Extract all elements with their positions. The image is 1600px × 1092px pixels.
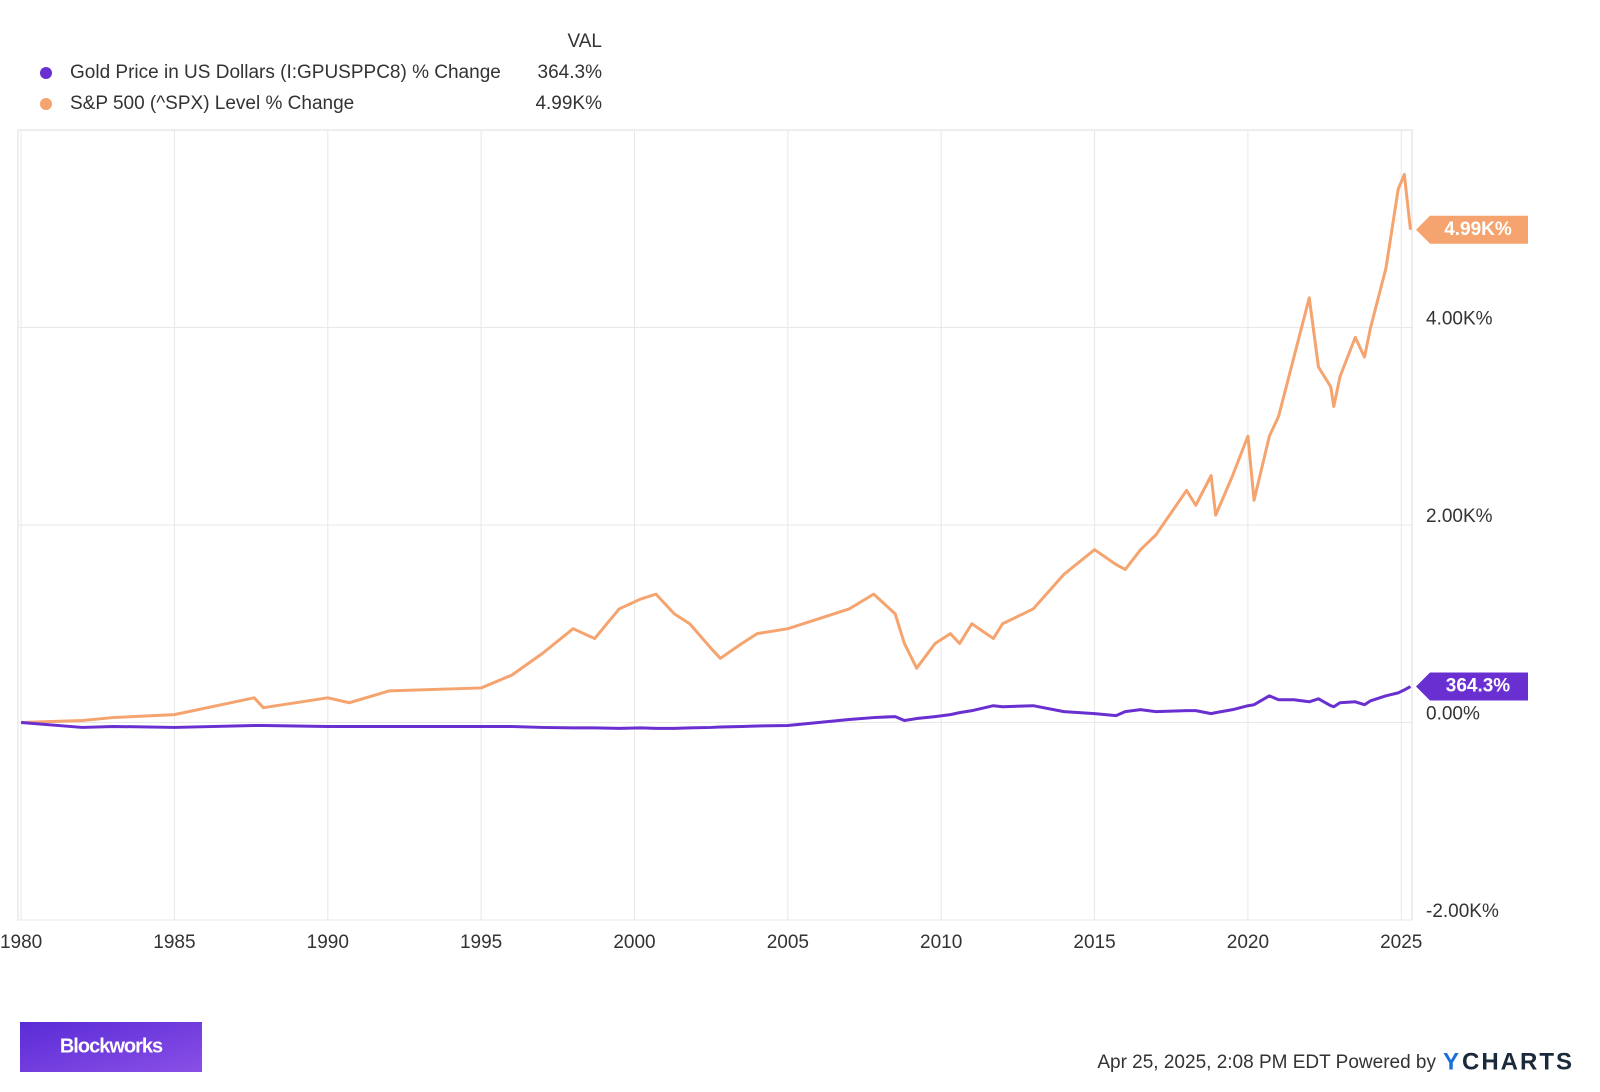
legend-marker [40,98,52,110]
footer: Apr 25, 2025, 2:08 PM EDT Powered by [1097,1052,1436,1073]
logo-rest: CHARTS [1462,1048,1574,1075]
x-tick-label: 1985 [153,932,195,953]
brand-logo: Blockworks [60,1035,163,1057]
end-tag [1416,215,1528,244]
x-tick-label: 2020 [1227,932,1269,953]
y-tick-label: 2.00K% [1426,506,1493,527]
legend-value: 4.99K% [535,93,602,114]
series-line [20,685,1412,730]
y-tick-label: -2.00K% [1426,901,1499,922]
x-tick-label: 1980 [0,932,42,953]
x-tick-label: 1995 [460,932,502,953]
end-tag [1416,672,1528,701]
end-tag-label: 4.99K% [1444,219,1512,240]
x-tick-label: 2005 [767,932,809,953]
logo-y: Y [1443,1048,1459,1075]
legend-marker [40,67,52,79]
legend-label: S&P 500 (^SPX) Level % Change [70,93,354,114]
series-line [21,172,1412,724]
x-tick-label: 1990 [307,932,349,953]
x-tick-label: 2000 [613,932,655,953]
x-tick-label: 2025 [1380,932,1422,953]
x-tick-label: 2010 [920,932,962,953]
brand-badge [20,1022,202,1072]
end-tag-label: 364.3% [1446,676,1511,697]
legend-label: Gold Price in US Dollars (I:GPUSPPC8) % … [70,62,501,83]
y-tick-label: 0.00% [1426,704,1480,725]
x-tick-label: 2015 [1073,932,1115,953]
y-tick-label: 4.00K% [1426,309,1493,330]
legend-value: 364.3% [538,62,603,83]
legend-header: VAL [567,31,602,52]
